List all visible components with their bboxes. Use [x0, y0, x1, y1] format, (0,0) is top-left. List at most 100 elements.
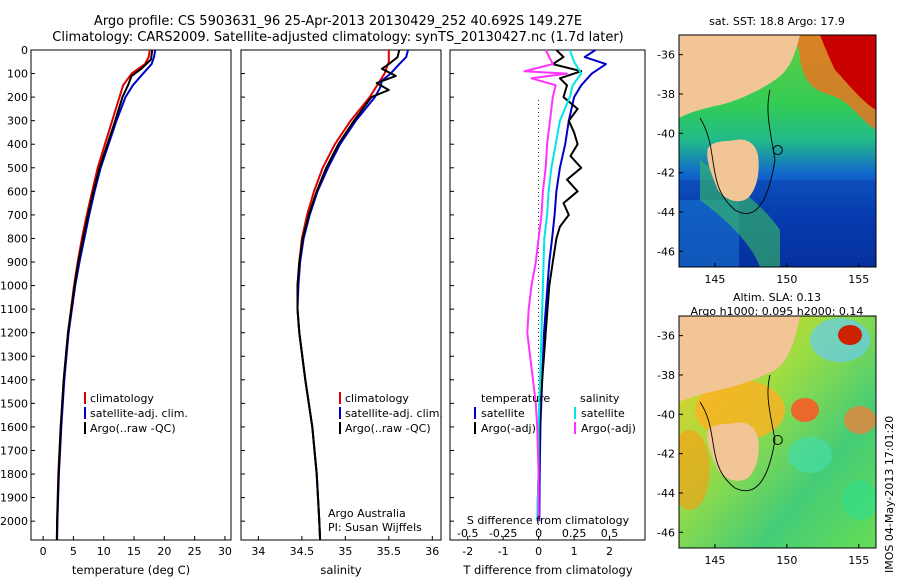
x-tick-label: -1	[498, 545, 509, 558]
difference-panel: -2 -1 0 1 2 -0.5 -0.25 0 0.25 0.5 S difference f…	[449, 49, 646, 577]
depth-tick-label: 300	[7, 115, 28, 128]
s-tick-label: 0	[535, 527, 542, 540]
series-line-climatology	[55, 49, 151, 541]
x-tick-label: 34.5	[290, 545, 315, 558]
lon-tick-label: 145	[704, 273, 725, 286]
sla-map-title-line1: Altim. SLA: 0.13	[733, 291, 821, 304]
x-tick-label: 25	[188, 545, 202, 558]
legend-label-satellite-adj: satellite-adj. clim.	[345, 407, 443, 420]
depth-tick-label: 1100	[0, 303, 28, 316]
sla-map-ticks: -36 -38 -40 -42 -44 -46 145 150 155	[657, 330, 869, 567]
lat-tick-label: -36	[657, 330, 675, 343]
temperature-plot-frame	[30, 49, 232, 541]
depth-tick-label: 100	[7, 68, 28, 81]
salinity-axis-ticks: 34 34.5 35 35.5 36	[251, 536, 439, 558]
lon-tick-label: 150	[776, 273, 797, 286]
legend-label-s-satellite: satellite	[581, 407, 625, 420]
series-line-salinity-argo-adj-	[523, 49, 568, 522]
depth-axis-ticks: 0 100 200 300 400 500 600 700 800 900 1000 1100 1200…	[0, 44, 454, 528]
lon-tick-label: 155	[848, 273, 869, 286]
legend-title-salinity: salinity	[580, 392, 620, 405]
x-tick-label: 34	[251, 545, 265, 558]
annotation-argo-australia: Argo Australia	[328, 507, 406, 520]
s-tick-label: 0.5	[601, 527, 619, 540]
x-tick-label: -2	[462, 545, 473, 558]
lat-tick-label: -44	[657, 487, 675, 500]
s-tick-label: 0.25	[562, 527, 587, 540]
series-line-climatology	[296, 50, 390, 541]
figure-title-line1: Argo profile: CS 5903631_96 25-Apr-2013 …	[94, 14, 582, 29]
lat-tick-label: -42	[657, 448, 675, 461]
depth-tick-label: 700	[7, 209, 28, 222]
depth-tick-label: 200	[7, 91, 28, 104]
t-difference-axis-ticks: -2 -1 0 1 2	[462, 536, 613, 558]
difference-profiles	[523, 49, 607, 522]
depth-tick-label: 1200	[0, 327, 28, 340]
s-tick-label: -0.25	[489, 527, 517, 540]
sla-map: Altim. SLA: 0.13 Argo h1000: 0.095 h2000…	[657, 291, 877, 567]
depth-tick-label: 500	[7, 162, 28, 175]
lat-tick-label: -40	[657, 127, 675, 140]
x-tick-label: 35	[338, 545, 352, 558]
temperature-panel: 0100200300400500600700800900100011001200…	[0, 44, 454, 577]
depth-tick-label: 1000	[0, 280, 28, 293]
lon-tick-label: 155	[848, 554, 869, 567]
x-tick-label: 5	[70, 545, 77, 558]
lat-tick-label: -46	[657, 245, 675, 258]
depth-tick-label: 1400	[0, 374, 28, 387]
x-tick-label: 35.5	[377, 545, 402, 558]
depth-tick-label: 1900	[0, 492, 28, 505]
depth-tick-label: 1300	[0, 350, 28, 363]
s-difference-axis-label: S difference from climatology	[467, 514, 630, 527]
argo-location-marker	[772, 435, 783, 445]
sst-map: sat. SST: 18.8 Argo: 17.9 -36 -38 -40 -42 -4…	[657, 15, 877, 286]
depth-tick-label: 1800	[0, 468, 28, 481]
depth-tick-label: 1700	[0, 444, 28, 457]
sla-map-title-line2: Argo h1000: 0.095 h2000: 0.14	[691, 305, 864, 318]
depth-tick-label: 600	[7, 185, 28, 198]
depth-tick-label: 400	[7, 138, 28, 151]
sla-map-frame	[678, 315, 877, 549]
legend-title-temperature: temperature	[481, 392, 550, 405]
depth-tick-label: 0	[21, 44, 28, 57]
series-line-argo-raw-qc	[55, 49, 154, 541]
temperature-legend: climatology satellite-adj. clim. Argo(..…	[84, 392, 188, 435]
series-line-salinity-satellite	[536, 49, 583, 522]
temperature-profiles	[55, 49, 157, 541]
salinity-axis-label: salinity	[320, 563, 361, 577]
imos-timestamp: IMOS 04-May-2013 17:01:20	[883, 416, 896, 573]
x-tick-label: 20	[157, 545, 171, 558]
x-tick-label: 10	[97, 545, 111, 558]
salinity-legend: climatology satellite-adj. clim. Argo(..…	[339, 392, 443, 435]
depth-tick-label: 800	[7, 232, 28, 245]
legend-label-climatology: climatology	[345, 392, 409, 405]
sst-map-title: sat. SST: 18.8 Argo: 17.9	[709, 15, 845, 28]
t-difference-axis-label: T difference from climatology	[462, 563, 633, 577]
figure-title-line2: Climatology: CARS2009. Satellite-adjuste…	[52, 30, 624, 45]
x-tick-label: 2	[606, 545, 613, 558]
legend-label-satellite-adj: satellite-adj. clim.	[90, 407, 188, 420]
series-line-temperature-argo-adj-	[536, 49, 583, 522]
lat-tick-label: -38	[657, 369, 675, 382]
annotation-pi: PI: Susan Wijffels	[328, 521, 422, 534]
temperature-axis-label: temperature (deg C)	[72, 563, 190, 577]
x-tick-label: 1	[571, 545, 578, 558]
difference-legend: temperature salinity satellite Argo(-adj…	[474, 392, 636, 435]
sla-map-image	[679, 316, 876, 548]
x-tick-label: 0	[40, 545, 47, 558]
x-tick-label: 15	[127, 545, 141, 558]
depth-tick-label: 900	[7, 256, 28, 269]
argo-location-marker	[772, 145, 783, 155]
lon-tick-label: 150	[776, 554, 797, 567]
lat-tick-label: -36	[657, 49, 675, 62]
depth-tick-label: 1600	[0, 421, 28, 434]
sst-map-ticks: -36 -38 -40 -42 -44 -46 145 150 155	[657, 49, 869, 286]
difference-plot-frame	[449, 49, 646, 541]
salinity-profiles	[296, 49, 409, 541]
legend-label-argo: Argo(..raw -QC)	[90, 422, 176, 435]
lat-tick-label: -38	[657, 88, 675, 101]
x-tick-label: 36	[425, 545, 439, 558]
sst-map-frame	[678, 34, 877, 268]
lat-tick-label: -40	[657, 408, 675, 421]
